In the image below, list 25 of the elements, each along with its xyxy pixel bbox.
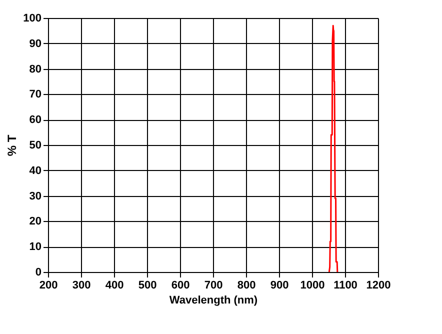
x-tick-label: 200	[39, 280, 58, 292]
line-series	[328, 24, 338, 273]
y-tick-label: 40	[29, 164, 42, 177]
x-tick-label: 500	[138, 280, 157, 292]
x-tick-label: 300	[72, 280, 91, 292]
y-tick-label: 50	[29, 140, 42, 152]
y-tick-label: 70	[29, 88, 42, 101]
y-tick-label: 80	[29, 63, 42, 76]
y-tick-label: 60	[29, 114, 42, 126]
x-tick-label: 700	[204, 280, 223, 292]
y-tick-label: 10	[29, 241, 42, 254]
y-tick-label: 30	[29, 190, 42, 202]
x-tick-label: 1000	[300, 280, 325, 292]
x-tick-label: 900	[270, 280, 289, 292]
x-tick-label: 600	[171, 280, 190, 292]
x-tick-label: 400	[105, 280, 124, 292]
x-tick-label: 1200	[366, 280, 391, 292]
x-tick-label: 800	[237, 280, 256, 292]
y-tick-label: 90	[29, 38, 42, 50]
y-tick-label: 0	[35, 266, 42, 278]
y-axis-title: % T	[5, 134, 20, 156]
y-tick-label: 20	[29, 216, 42, 228]
x-tick-label: 1100	[334, 280, 358, 292]
y-tick-label: 100	[23, 12, 42, 24]
x-axis-title: Wavelength (nm)	[169, 294, 258, 306]
